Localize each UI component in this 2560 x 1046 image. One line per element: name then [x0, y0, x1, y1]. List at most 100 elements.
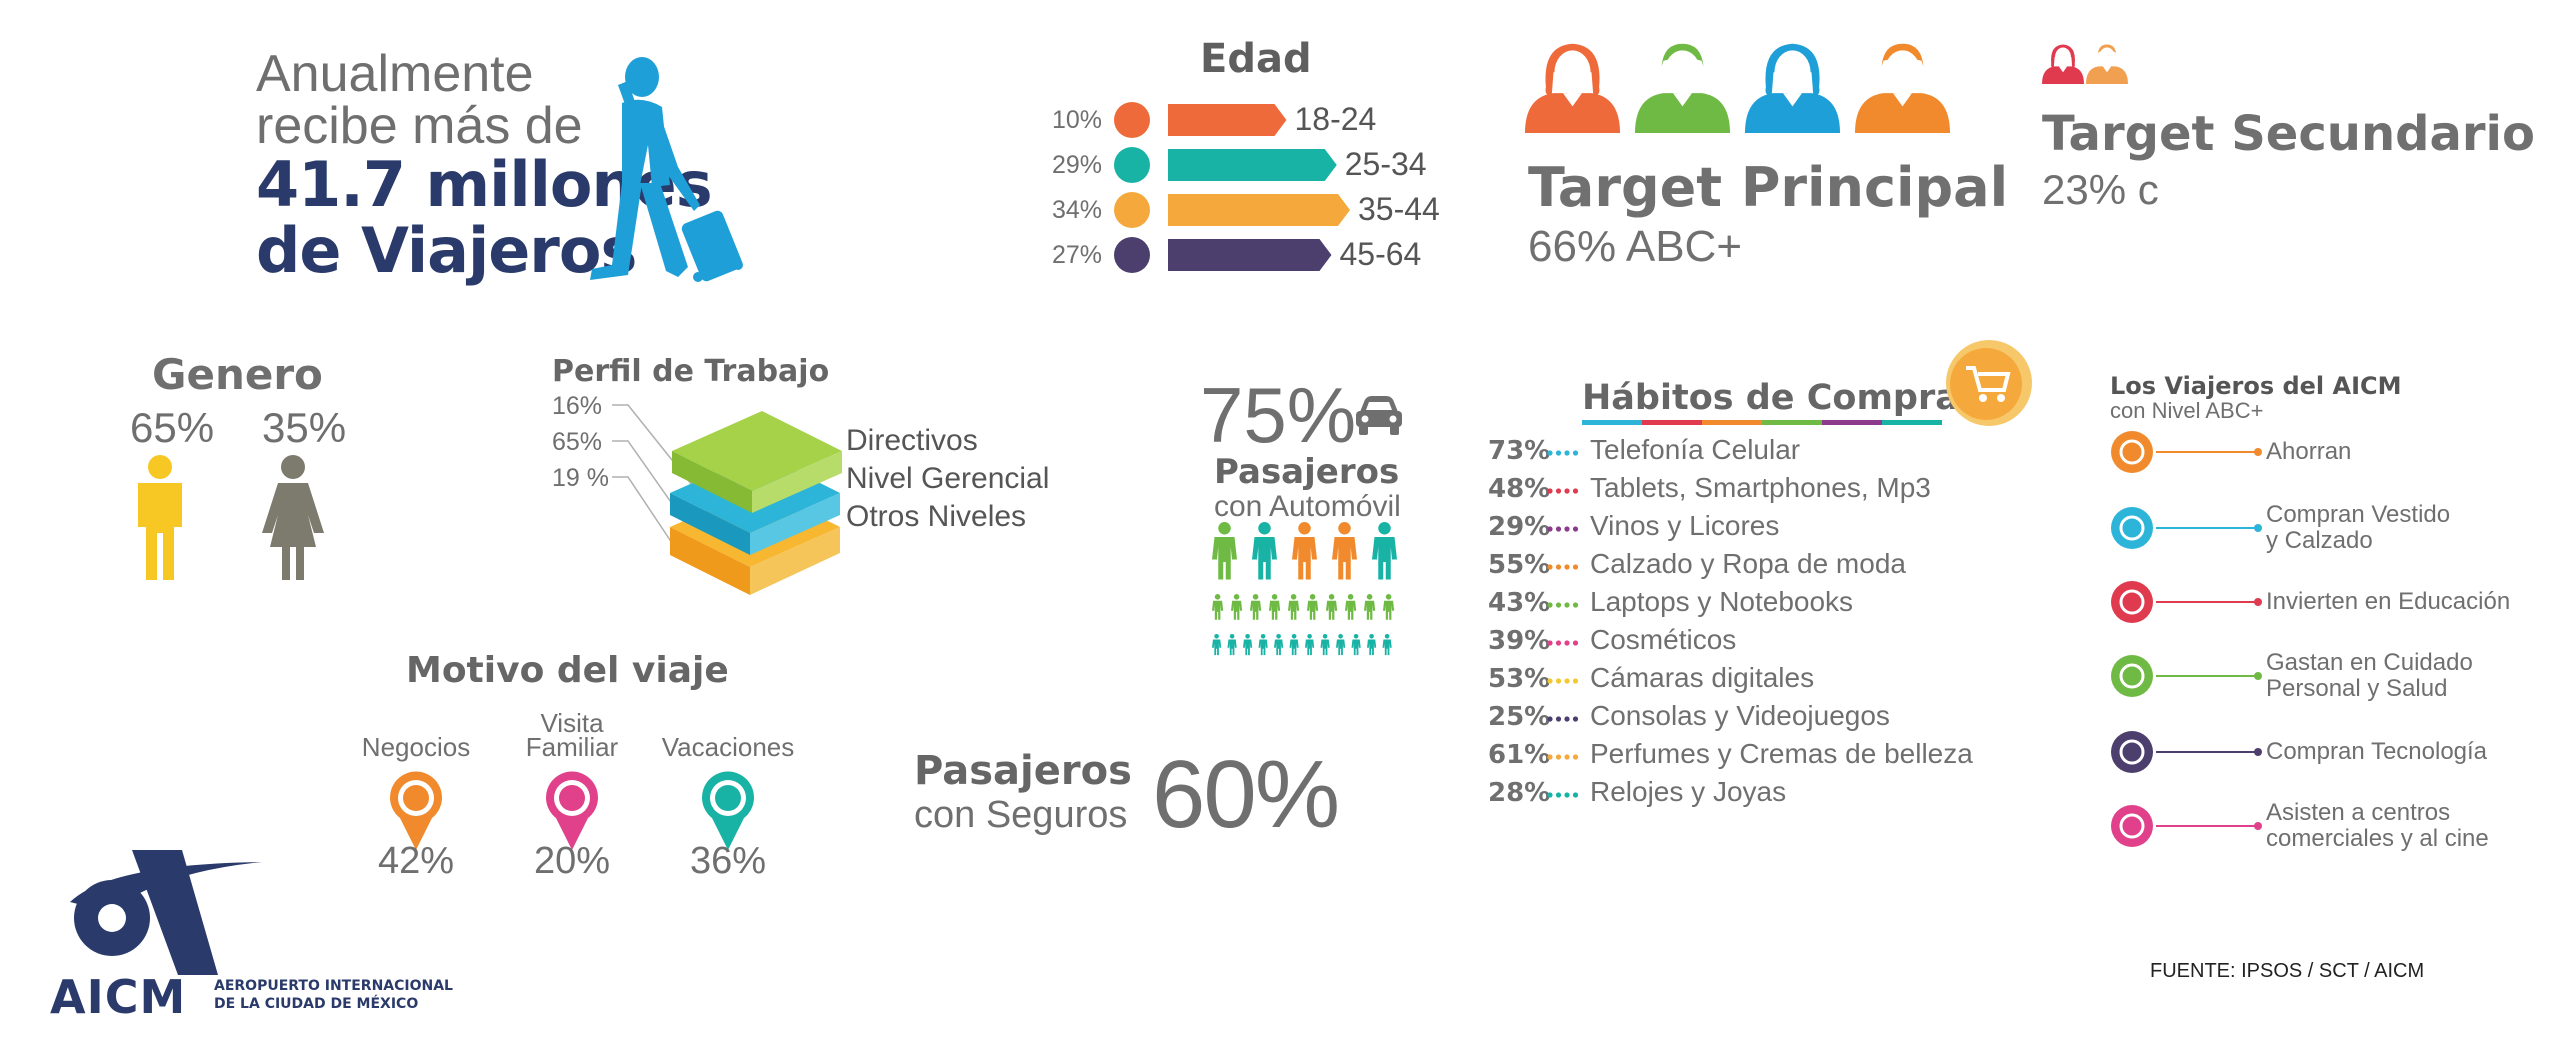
abc-connector-5: [2156, 822, 2262, 830]
habitos-pct-4: 43%: [1488, 588, 1551, 618]
edad-title: Edad: [1200, 36, 1312, 82]
habitos-pct-5: 39%: [1488, 626, 1551, 656]
edad-bar-2: [1168, 194, 1350, 226]
edad-range-2: 35-44: [1358, 191, 1440, 227]
motivo-label-2-0: Vacaciones: [661, 732, 795, 762]
edad-range-3: 45-64: [1339, 236, 1422, 272]
habitos-label-4: Laptops y Notebooks: [1590, 586, 1854, 617]
edad-range-0: 18-24: [1294, 101, 1377, 137]
female-percentage: 35%: [262, 404, 347, 451]
male-icon: [138, 455, 182, 580]
motivo-pin-icon-2: [702, 771, 754, 850]
edad-range-1: 25-34: [1344, 146, 1427, 182]
traveler-with-suitcase-icon: [590, 57, 743, 282]
shopping-cart-icon: [1946, 340, 2032, 426]
hero-line-4: de Viajeros: [256, 214, 637, 287]
habitos-dots-2: [1547, 526, 1579, 532]
piggy-bank-icon: [2111, 431, 2153, 473]
perfil-label-0: Directivos: [846, 424, 978, 457]
abc-label-5-0: Asisten a centros: [2266, 799, 2451, 826]
abc-subtitle: con Nivel ABC+: [2110, 398, 2264, 423]
habitos-pct-3: 55%: [1488, 550, 1551, 580]
target-principal-icons: [1525, 43, 1950, 133]
target-secundario-icons: [2042, 44, 2128, 84]
habitos-pct-7: 25%: [1488, 702, 1551, 732]
seguros-line-1: Pasajeros: [914, 748, 1132, 794]
car-icon: [1356, 396, 1402, 435]
habitos-pct-9: 28%: [1488, 778, 1551, 808]
habitos-pct-8: 61%: [1488, 740, 1551, 770]
genero-title: Genero: [152, 350, 323, 399]
education-icon: [2111, 581, 2153, 623]
habitos-label-0: Telefonía Celular: [1590, 434, 1801, 465]
perfil-pct-2: 19 %: [552, 464, 609, 492]
people-icon: [2111, 805, 2153, 847]
health-icon: [2111, 655, 2153, 697]
male-percentage: 65%: [130, 404, 215, 451]
habitos-label-5: Cosméticos: [1590, 624, 1737, 655]
habitos-dots-5: [1547, 640, 1579, 646]
motivo-label-1-1: Familiar: [525, 732, 619, 762]
habitos-dots-1: [1547, 488, 1579, 494]
abc-connector-4: [2156, 748, 2262, 756]
edad-dot-2: [1114, 192, 1150, 228]
aicm-logo-icon: [70, 850, 262, 975]
habitos-dots-9: [1547, 792, 1579, 798]
hero-line-1: Anualmente: [256, 45, 534, 103]
abc-label-3-0: Gastan en Cuidado: [2266, 649, 2473, 676]
habitos-pct-0: 73%: [1488, 436, 1551, 466]
edad-dot-1: [1114, 147, 1150, 183]
habitos-dots-7: [1547, 716, 1579, 722]
perfil-layers-graphic: [612, 404, 842, 595]
target-secundario-title: Target Secundario: [2042, 106, 2535, 162]
habitos-title-underline: [1582, 420, 1942, 425]
aicm-logo-line-2: DE LA CIUDAD DE MÉXICO: [214, 996, 419, 1012]
seguros-percentage: 60%: [1152, 741, 1340, 848]
motivo-title: Motivo del viaje: [406, 650, 729, 691]
edad-bar-1: [1168, 149, 1337, 181]
female-icon: [262, 455, 324, 580]
habitos-dots-0: [1547, 450, 1579, 456]
perfil-label-1: Nivel Gerencial: [846, 462, 1050, 495]
motivo-pct-0: 42%: [378, 840, 455, 882]
edad-dot-0: [1114, 102, 1150, 138]
source-note: FUENTE: IPSOS / SCT / AICM: [2150, 960, 2425, 982]
motivo-pct-2: 36%: [690, 840, 767, 882]
habitos-label-8: Perfumes y Cremas de belleza: [1590, 738, 1973, 769]
habitos-label-2: Vinos y Licores: [1590, 510, 1780, 541]
target-secundario-value: 23% c: [2042, 166, 2159, 213]
abc-title: Los Viajeros del AICM: [2110, 372, 2402, 400]
edad-dot-3: [1114, 237, 1150, 273]
abc-label-2-0: Invierten en Educación: [2266, 588, 2511, 615]
habitos-title: Hábitos de Compra: [1582, 378, 1959, 418]
habitos-pct-6: 53%: [1488, 664, 1551, 694]
abc-label-4-0: Compran Tecnología: [2266, 738, 2488, 765]
edad-bar-0: [1168, 104, 1287, 136]
habitos-dots-8: [1547, 754, 1579, 760]
habitos-label-1: Tablets, Smartphones, Mp3: [1590, 472, 1931, 503]
habitos-label-6: Cámaras digitales: [1590, 662, 1815, 693]
hero-line-2: recibe más de: [256, 97, 583, 155]
automovil-people-icons: [1212, 522, 1397, 656]
abc-connector-0: [2156, 448, 2262, 456]
habitos-dots-4: [1547, 602, 1579, 608]
automovil-line-1: Pasajeros: [1214, 452, 1400, 492]
target-principal-value: 66% ABC+: [1528, 222, 1743, 271]
edad-pct-2: 34%: [1051, 196, 1102, 224]
shopping-bag-icon: [2111, 507, 2153, 549]
automovil-percentage: 75%: [1200, 371, 1357, 459]
abc-label-1-0: Compran Vestido: [2266, 501, 2451, 528]
habitos-label-3: Calzado y Ropa de moda: [1590, 548, 1906, 579]
edad-pct-0: 10%: [1051, 106, 1102, 134]
abc-label-3-1: Personal y Salud: [2266, 675, 2448, 702]
habitos-pct-1: 48%: [1488, 474, 1551, 504]
habitos-label-7: Consolas y Videojuegos: [1590, 700, 1890, 731]
automovil-line-2: con Automóvil: [1214, 490, 1401, 523]
abc-label-1-1: y Calzado: [2266, 527, 2373, 554]
perfil-pct-0: 16%: [552, 392, 603, 420]
abc-connector-2: [2156, 598, 2262, 606]
edad-bar-3: [1168, 239, 1332, 271]
habitos-pct-2: 29%: [1488, 512, 1551, 542]
aicm-logo-line-1: AEROPUERTO INTERNACIONAL: [214, 978, 453, 994]
abc-label-0-0: Ahorran: [2266, 438, 2352, 465]
